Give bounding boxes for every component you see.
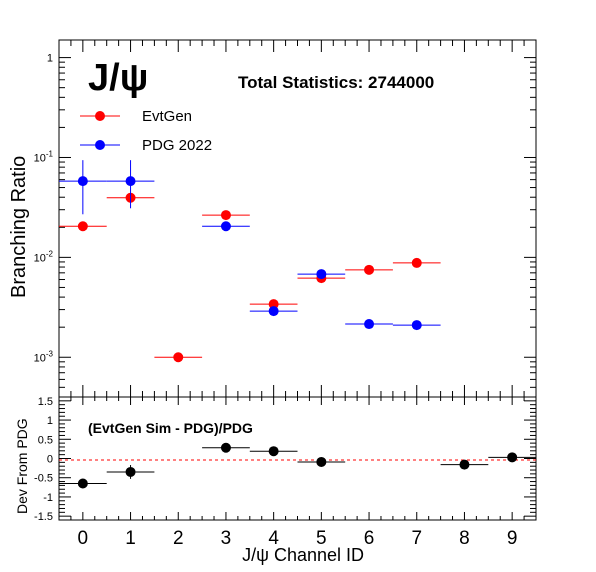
x-axis-label: J/ψ Channel ID xyxy=(242,545,364,565)
pdg-point xyxy=(125,176,136,187)
y-axis-label-bottom: Dev From PDG xyxy=(14,418,30,514)
bottom-plot-frame xyxy=(58,396,537,521)
total-statistics-annotation: Total Statistics: 2744000 xyxy=(238,73,434,92)
pdg-point xyxy=(268,306,279,317)
evtgen-point xyxy=(220,210,231,221)
y-tick-label-top: 10-3 xyxy=(34,349,54,364)
y-tick-label-top: 10-1 xyxy=(34,149,54,164)
y-tick-label-top: 1 xyxy=(47,53,53,65)
pdg-point xyxy=(77,176,88,187)
y-axis-label-top: Branching Ratio xyxy=(8,156,30,298)
pdg-point xyxy=(316,269,327,280)
x-tick-label: 8 xyxy=(459,528,470,549)
y-tick-label-bottom: -1 xyxy=(43,492,53,504)
y-tick-label-bottom: 1.5 xyxy=(38,396,53,408)
evtgen-point xyxy=(268,299,279,310)
legend-pdg-label: PDG 2022 xyxy=(142,137,212,154)
x-tick-label: 5 xyxy=(316,528,327,549)
legend-evtgen-marker xyxy=(95,111,105,121)
deviation-annotation: (EvtGen Sim - PDG)/PDG xyxy=(88,420,253,436)
legend-pdg-marker xyxy=(95,140,105,150)
top-series-layer xyxy=(59,160,441,363)
y-tick-label-bottom: 1 xyxy=(47,415,53,427)
y-tick-label-bottom: 0 xyxy=(47,454,53,466)
x-tick-label: 7 xyxy=(411,528,422,549)
x-tick-label: 0 xyxy=(78,528,89,549)
deviation-point xyxy=(268,446,279,457)
y-tick-label-bottom: -1.5 xyxy=(34,511,53,523)
legend-evtgen-label: EvtGen xyxy=(142,108,192,125)
evtgen-point xyxy=(77,221,88,232)
x-tick-label: 4 xyxy=(268,528,279,549)
evtgen-point xyxy=(173,352,184,363)
deviation-point xyxy=(220,442,231,453)
evtgen-point xyxy=(411,257,422,268)
x-tick-label: 6 xyxy=(364,528,375,549)
pdg-point xyxy=(220,221,231,232)
top-panel: 10-3 10-2 10-1 1 J/ψ Total Statistics: 2744… xyxy=(8,39,537,398)
x-tick-label: 9 xyxy=(507,528,518,549)
x-tick-label: 1 xyxy=(125,528,136,549)
x-tick-label: 3 xyxy=(221,528,232,549)
legend: EvtGen PDG 2022 xyxy=(80,108,212,154)
y-tick-label-bottom: 0.5 xyxy=(38,434,53,446)
deviation-point xyxy=(507,452,518,463)
deviation-point xyxy=(125,466,136,477)
pdg-point xyxy=(364,319,375,330)
x-tick-label: 2 xyxy=(173,528,184,549)
deviation-point xyxy=(316,456,327,467)
bottom-panel: 1.5 1 0.5 0 -0.5 -1 -1.5 0 1 2 3 4 5 6 7 8 9 (EvtGen Sim… xyxy=(14,396,537,565)
evtgen-point xyxy=(364,264,375,275)
bottom-series-layer xyxy=(59,442,536,489)
y-tick-label-top: 10-2 xyxy=(34,249,54,264)
deviation-point xyxy=(77,478,88,489)
y-tick-label-bottom: -0.5 xyxy=(34,473,53,485)
deviation-point xyxy=(459,459,470,470)
pdg-point xyxy=(411,320,422,331)
top-axis-ticks: 10-3 10-2 10-1 1 xyxy=(34,40,537,398)
chart-title: J/ψ xyxy=(88,57,148,99)
bottom-axis-ticks: 1.5 1 0.5 0 -0.5 -1 -1.5 0 1 2 3 4 5 6 7 8 9 xyxy=(34,396,537,549)
